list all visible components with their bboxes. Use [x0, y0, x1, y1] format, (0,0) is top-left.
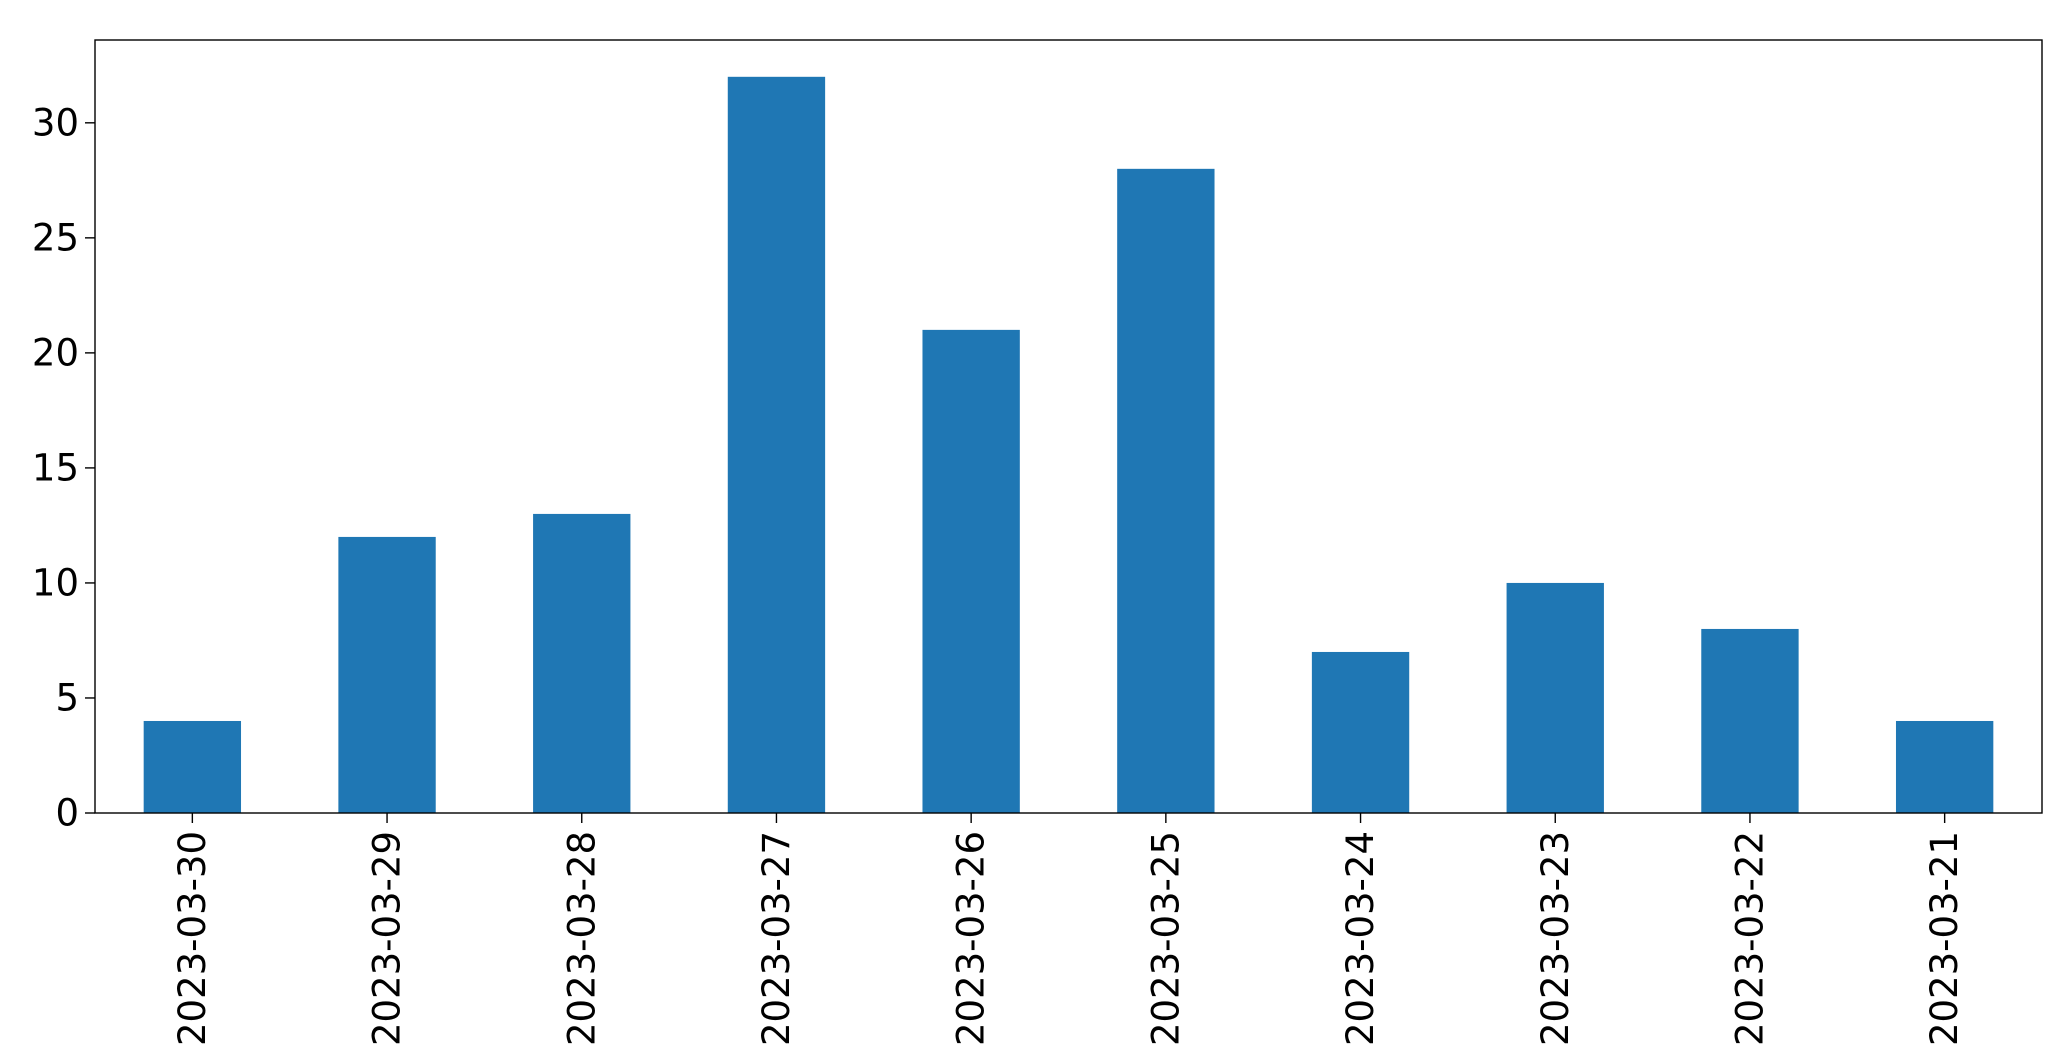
y-tick-label: 0: [55, 792, 79, 835]
y-tick-label: 15: [32, 446, 79, 489]
bar-2023-03-30: [143, 720, 242, 813]
y-tick-label: 20: [32, 331, 79, 374]
bar-2023-03-26: [922, 329, 1020, 813]
x-tick-label: 2023-03-25: [1144, 831, 1187, 1046]
x-tick-label: 2023-03-27: [755, 831, 798, 1046]
y-tick-label: 10: [32, 561, 79, 604]
x-tick-label: 2023-03-29: [366, 831, 409, 1046]
y-tick-label: 5: [55, 676, 79, 719]
x-tick-label: 2023-03-23: [1534, 831, 1577, 1046]
bar-2023-03-22: [1701, 628, 1799, 813]
bar-2023-03-29: [338, 536, 436, 813]
x-tick-label: 2023-03-26: [950, 831, 993, 1046]
y-tick-label: 30: [32, 101, 79, 144]
bar-2023-03-28: [533, 513, 631, 813]
x-tick-label: 2023-03-30: [171, 831, 214, 1046]
bar-2023-03-24: [1311, 651, 1410, 813]
bar-2023-03-27: [727, 76, 826, 814]
x-tick-label: 2023-03-21: [1923, 831, 1966, 1046]
x-axis: 2023-03-30 2023-03-29 2023-03-28 2023-03-27…: [171, 813, 1966, 1046]
bar-2023-03-25: [1117, 168, 1215, 814]
y-axis: 0 5 10 15 20 25 30: [32, 101, 95, 835]
x-tick-label: 2023-03-24: [1339, 831, 1382, 1046]
bars-layer: [143, 76, 1994, 814]
y-tick-label: 25: [32, 216, 79, 259]
bar-2023-03-23: [1506, 582, 1604, 813]
x-tick-label: 2023-03-28: [560, 831, 603, 1046]
plot-frame: [94, 39, 2043, 814]
bar-2023-03-21: [1895, 720, 1994, 813]
x-tick-label: 2023-03-22: [1728, 831, 1771, 1046]
